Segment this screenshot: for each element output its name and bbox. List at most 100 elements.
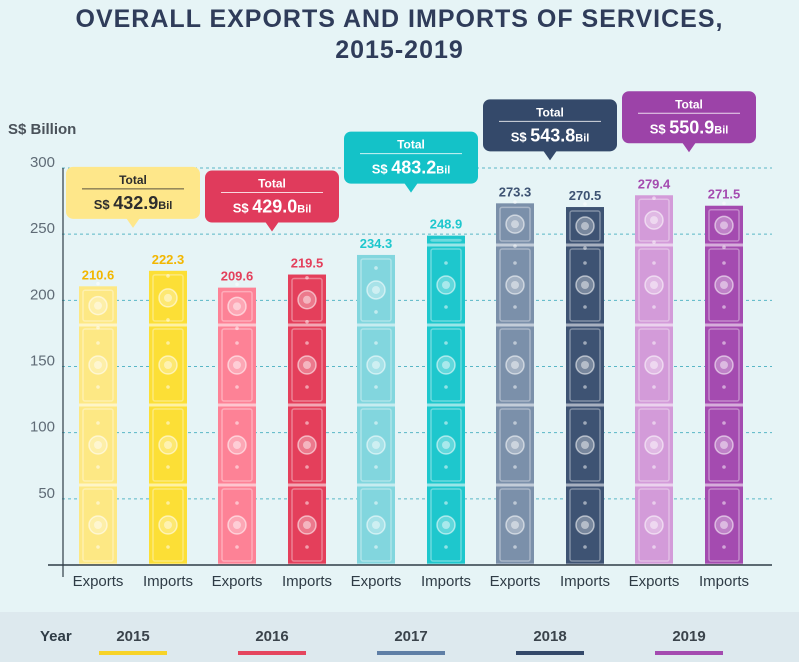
bar-2015-imports-note-seal xyxy=(158,515,178,535)
bar-2016-exports-note-border xyxy=(221,488,253,562)
bar-2018-imports-note-seal-core xyxy=(581,521,589,529)
bar-2018-exports-note-seal xyxy=(505,515,525,535)
year-label-2015: 2015 xyxy=(116,628,149,645)
bar-2018-imports-note-dot xyxy=(583,305,587,309)
bar-2016-imports-note-seal xyxy=(297,515,317,535)
bar-2016-exports-note-seal xyxy=(227,355,247,375)
bar-2017-exports-note-dot xyxy=(374,310,378,314)
bar-2015-exports-note-seal-core xyxy=(94,361,102,369)
total-prefix-2018: S$ xyxy=(511,129,531,144)
bar-2019-exports-fill xyxy=(635,195,673,565)
bar-2018-exports-note-dot xyxy=(513,385,517,389)
bar-2017-imports-note-dot xyxy=(444,465,448,469)
bar-2019-imports-note-dot xyxy=(722,341,726,345)
bar-2018-exports-note-border xyxy=(499,408,531,482)
total-value-2019: S$ 550.9Bil xyxy=(650,117,729,137)
total-unit-2016: Bil xyxy=(297,204,311,216)
bar-2017-exports xyxy=(357,254,395,567)
bar-2019-imports-note-seal xyxy=(714,355,734,375)
total-unit-2015: Bil xyxy=(158,200,172,212)
x-label-2018-imports: Imports xyxy=(560,573,610,590)
bar-2015-imports xyxy=(149,270,187,567)
bar-2017-imports-note-dot xyxy=(444,421,448,425)
y-tick-label-300: 300 xyxy=(30,154,55,171)
bar-2015-exports-note-dot xyxy=(96,341,100,345)
bar-2019-imports-note-border xyxy=(708,208,740,242)
y-tick-label-200: 200 xyxy=(30,286,55,303)
bar-2017-exports-note-dot xyxy=(374,385,378,389)
bar-2018-exports-note-dot xyxy=(513,501,517,505)
total-value-2015: S$ 432.9Bil xyxy=(94,193,173,213)
total-callout-2019: Total S$ 550.9Bil xyxy=(622,91,756,153)
bar-2015-imports-note-seal-core xyxy=(164,293,172,302)
total-prefix-2017: S$ xyxy=(372,162,392,177)
bar-2018-imports-note-border xyxy=(569,210,601,242)
bar-2018-imports-note-seal xyxy=(575,515,595,535)
bar-2019-exports-note-seal-core xyxy=(650,521,658,529)
bar-2016-exports-note-dot xyxy=(235,341,239,345)
bar-2018-imports-note-seal xyxy=(575,275,595,295)
bar-2017-exports-note-seal-core xyxy=(372,441,380,449)
data-label-2016-imports: 219.5 xyxy=(291,256,324,271)
bar-2017-imports-note-seal xyxy=(436,355,456,375)
total-amount-2017: 483.2 xyxy=(391,158,436,178)
bar-2017-imports-note-seal-core xyxy=(442,281,450,289)
bar-2016-exports-note-seal-core xyxy=(233,441,241,449)
bar-2016-imports-note-seal-core xyxy=(303,295,311,304)
x-label-2017-imports: Imports xyxy=(421,573,471,590)
x-label-2015-exports: Exports xyxy=(73,573,124,590)
bar-2019-imports-note-border xyxy=(708,488,740,562)
year-label-2018: 2018 xyxy=(533,628,566,645)
bar-2016-imports-note-seal xyxy=(297,355,317,375)
x-axis-label: Year xyxy=(40,628,72,645)
bar-2017-imports-note-dot xyxy=(444,501,448,505)
bar-2019-exports xyxy=(635,195,673,567)
bar-2019-imports-note-seal-core xyxy=(720,361,728,369)
bar-2018-exports-note-seal xyxy=(505,214,525,234)
bar-2017-exports-note-dot xyxy=(374,465,378,469)
bar-2016-exports-note-dot xyxy=(235,421,239,425)
bar-2017-exports-fill xyxy=(357,254,395,565)
bar-2016-imports-note-seal-core xyxy=(303,361,311,369)
bar-2015-imports-note-seal-core xyxy=(164,441,172,449)
bar-2017-imports-note-dot xyxy=(444,261,448,265)
bar-2015-exports-note-border xyxy=(82,408,114,482)
data-label-2018-imports: 270.5 xyxy=(569,188,602,203)
bar-2019-exports-note-border xyxy=(638,328,670,402)
bar-2018-exports-note-border xyxy=(499,488,531,562)
bar-2016-imports-note-seal xyxy=(297,435,317,455)
total-callout-pointer-2019 xyxy=(682,142,696,153)
bar-2018-imports-note-dot xyxy=(583,501,587,505)
title-line-1: OVERALL EXPORTS AND IMPORTS OF SERVICES, xyxy=(75,5,724,33)
year-underline-2015 xyxy=(99,651,167,655)
bar-2016-exports-note-seal-core xyxy=(233,361,241,369)
bar-2019-exports-note-dot xyxy=(652,545,656,549)
bar-2017-imports-note-border xyxy=(430,408,462,482)
bar-2015-exports-note-seal xyxy=(88,435,108,455)
data-label-2017-exports: 234.3 xyxy=(360,236,393,251)
bar-2016-imports-note-dot xyxy=(305,421,309,425)
bar-2018-imports-note-border xyxy=(569,488,601,562)
bar-2016-exports-note-seal-core xyxy=(233,302,241,311)
bar-2019-exports-note-border xyxy=(638,248,670,322)
total-callout-2017: Total S$ 483.2Bil xyxy=(344,131,478,193)
data-label-2016-exports: 209.6 xyxy=(221,269,254,284)
bar-2018-exports-note-seal xyxy=(505,275,525,295)
bar-2018-exports-note-seal-core xyxy=(511,521,519,529)
bar-2019-exports-note-seal xyxy=(644,210,664,230)
bar-2019-imports-note-seal xyxy=(714,435,734,455)
bar-2018-imports-note-seal-core xyxy=(581,361,589,369)
total-value-2017: S$ 483.2Bil xyxy=(372,158,451,178)
bar-2018-imports-note-dot xyxy=(583,421,587,425)
bar-2017-exports-note-border xyxy=(360,408,392,482)
bar-2018-imports-note-dot xyxy=(583,261,587,265)
year-label-2017: 2017 xyxy=(394,628,427,645)
bar-2019-imports-note-seal xyxy=(714,275,734,295)
bar-2018-imports-note-seal-core xyxy=(581,281,589,289)
bar-2017-exports-note-seal-core xyxy=(372,361,380,369)
bar-2019-exports-note-seal-core xyxy=(650,361,658,369)
total-value-2018: S$ 543.8Bil xyxy=(511,125,590,145)
bar-2019-exports-note-seal-core xyxy=(650,216,658,225)
bar-2015-exports-note-seal xyxy=(88,355,108,375)
bar-2018-exports-note-border xyxy=(499,248,531,322)
